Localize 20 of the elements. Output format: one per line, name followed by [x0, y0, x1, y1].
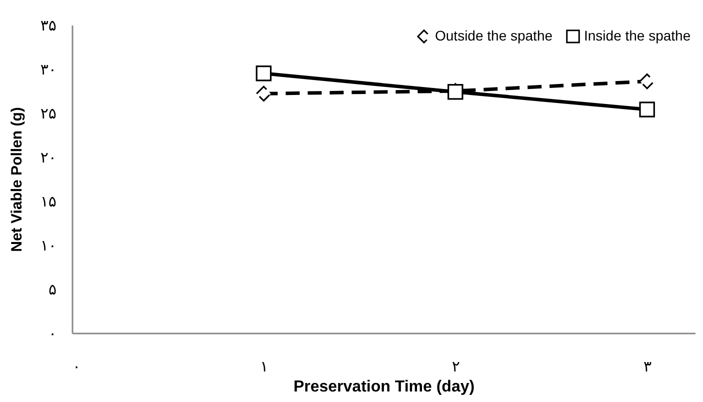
x-tick-label: ۰ — [72, 358, 81, 376]
point — [639, 102, 655, 118]
y-tick-label: ۰ — [48, 326, 56, 342]
point — [256, 86, 272, 102]
point — [639, 73, 655, 90]
y-tick-label: ۵ — [48, 282, 56, 298]
y-tick-label: ۳۰ — [40, 62, 56, 78]
x-axis-title: Preservation Time (day) — [293, 378, 475, 396]
y-tick-label: ۱۰ — [40, 238, 56, 254]
legend-label: Inside the spathe — [584, 27, 691, 44]
y-tick-label: ۱۵ — [40, 194, 56, 210]
x-tick-label: ۳ — [644, 358, 652, 376]
legend-label: Outside the spathe — [435, 27, 553, 44]
point — [256, 66, 272, 82]
y-axis-title: Net Viable Pollen (g) — [8, 107, 26, 252]
y-tick-label: ۲۰ — [40, 150, 56, 166]
x-tick-label: ۱ — [260, 358, 268, 376]
y-tick-label: ۲۵ — [40, 106, 56, 122]
x-tick-label: ۲ — [452, 358, 460, 376]
y-tick-label: ۳۵ — [40, 18, 56, 34]
